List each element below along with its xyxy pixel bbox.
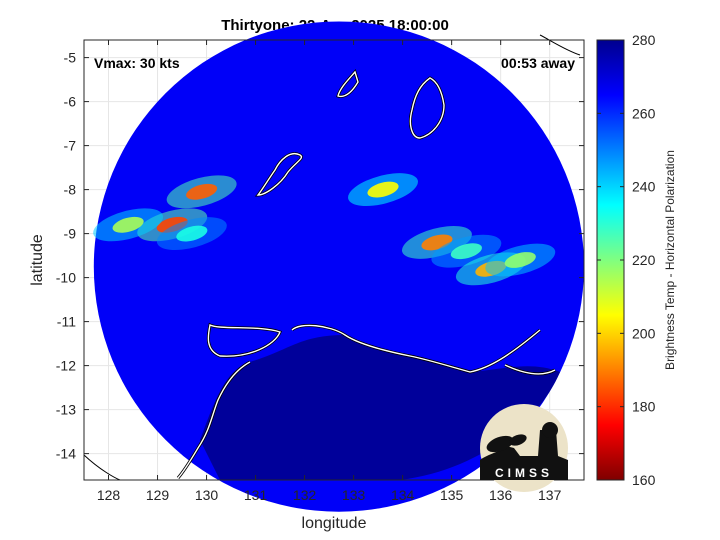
y-tick-label: -6 [64, 94, 77, 110]
logo-dish-right [509, 434, 527, 446]
x-tick-label: 136 [489, 487, 513, 503]
convective-cell [156, 217, 227, 251]
time-away-annotation: 00:53 away [501, 55, 575, 71]
y-tick-label: -8 [64, 182, 77, 198]
logo-tower [542, 422, 558, 438]
y-tick-label: -11 [57, 314, 76, 330]
coastline-island-melville-outline [207, 323, 281, 357]
plot-frame [83, 39, 585, 481]
coastline-northern-shore-outline [291, 324, 541, 373]
colorbar-tick-label: 200 [632, 325, 656, 341]
x-tick-label: 137 [538, 487, 562, 503]
y-tick-label: -13 [56, 402, 76, 418]
microwave-swath [93, 21, 585, 512]
colorbar-tick-label: 280 [632, 32, 656, 48]
colorbar-tick-label: 180 [632, 399, 656, 415]
coastline-island-aru-west-outline [256, 153, 303, 196]
logo-dish-left [486, 435, 514, 453]
x-tick-label: 131 [244, 487, 268, 503]
colorbar-tick-label: 220 [632, 252, 656, 268]
convective-cell-core [450, 243, 482, 260]
coastline-eastern-shore-outline [504, 364, 556, 375]
convective-cell [485, 243, 556, 277]
y-tick-label: -9 [64, 226, 77, 242]
x-tick-label: 135 [440, 487, 464, 503]
y-axis-ticks: -5 -6 -7 -8 -9 -10 -11 -12 -13 -14 [56, 50, 584, 462]
land-region [200, 335, 560, 480]
colorbar [596, 39, 625, 481]
x-tick-label: 130 [195, 487, 219, 503]
y-tick-label: -14 [56, 446, 76, 462]
x-tick-label: 129 [146, 487, 170, 503]
x-tick-label: 132 [293, 487, 317, 503]
coastline-western-shore-outline [177, 361, 251, 479]
convective-features [93, 173, 556, 286]
colorbar-tick-label: 240 [632, 179, 656, 195]
x-tick-label: 133 [342, 487, 366, 503]
x-tick-label: 134 [391, 487, 415, 503]
convective-cell-core [186, 183, 218, 200]
coastlines [83, 34, 581, 481]
coastline-island-small-north-outline [337, 70, 359, 98]
colorbar-tick-label: 160 [632, 472, 656, 488]
colorbar-tick-label: 260 [632, 105, 656, 121]
logo-silhouette [480, 430, 568, 480]
convective-cell [93, 208, 164, 242]
coastline-top-right [539, 34, 581, 56]
colorbar-label: Brightness Temp - Horizontal Polarizatio… [663, 150, 677, 370]
convective-cell-core [367, 181, 399, 198]
coastline-bottom-left [83, 454, 121, 481]
convective-cell [348, 173, 418, 207]
convective-cell-core [176, 225, 208, 242]
colorbar-ticks: 280 260 240 220 200 180 160 [597, 32, 656, 488]
x-tick-label: 128 [97, 487, 121, 503]
x-axis-title: longitude [302, 515, 367, 532]
x-axis-ticks: 128 129 130 131 132 133 134 135 136 137 [97, 40, 562, 503]
y-axis-title: latitude [29, 234, 46, 286]
y-tick-label: -7 [64, 138, 77, 154]
y-tick-label: -5 [64, 50, 77, 66]
convective-cell-core [504, 252, 536, 268]
vmax-annotation: Vmax: 30 kts [94, 55, 180, 71]
y-tick-label: -10 [56, 270, 76, 286]
logo-text: CIMSS [495, 466, 553, 480]
convective-cell-core [112, 216, 144, 233]
cimss-logo: CIMSS [480, 404, 568, 492]
convective-cell [166, 175, 237, 209]
coastline-island-tanimbar-outline [409, 77, 445, 139]
y-tick-label: -12 [56, 358, 76, 374]
